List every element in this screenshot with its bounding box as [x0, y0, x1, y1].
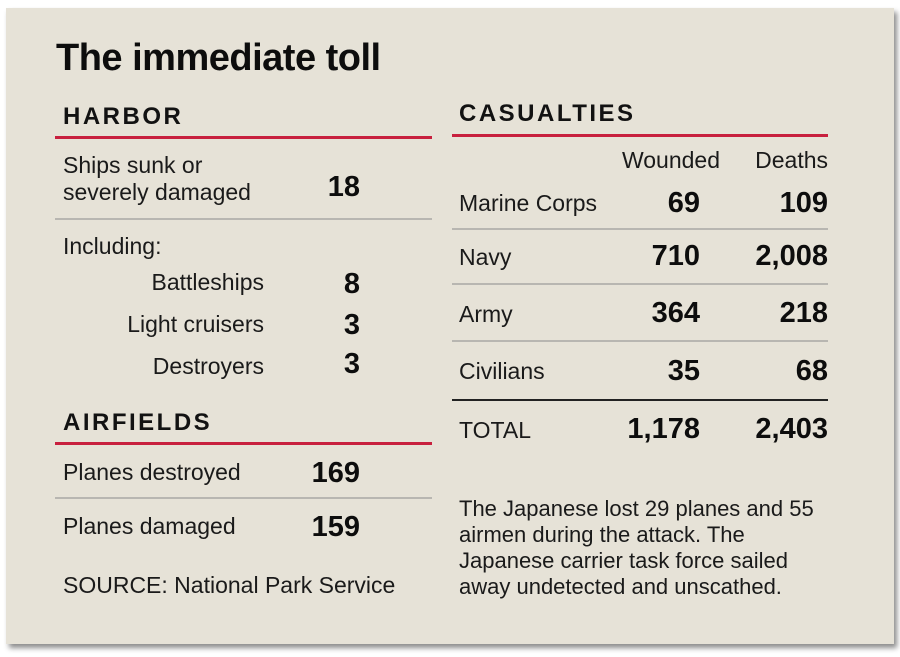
total-wounded: 1,178 [627, 413, 700, 445]
col-deaths-header: Deaths [755, 147, 828, 173]
ships-value: 18 [327, 171, 360, 203]
row-label-total: TOTAL [459, 417, 531, 443]
japanese-losses-note: The Japanese lost 29 planes and 55 airme… [459, 496, 814, 599]
battleships-value: 8 [343, 268, 360, 300]
civilians-wounded: 35 [667, 355, 700, 387]
marine-corps-wounded: 69 [667, 187, 700, 219]
casualties-divider-1 [452, 228, 828, 230]
total-deaths: 2,403 [755, 413, 828, 445]
casualties-heading: CASUALTIES [459, 100, 636, 127]
navy-wounded: 710 [651, 240, 700, 272]
planes-destroyed-value: 169 [311, 457, 360, 489]
airfields-heading: AIRFIELDS [63, 409, 213, 436]
row-label-navy: Navy [459, 244, 512, 270]
airfields-heading-rule [55, 442, 432, 445]
planes-damaged-label: Planes damaged [63, 513, 236, 539]
navy-deaths: 2,008 [755, 240, 828, 272]
page-title: The immediate toll [56, 37, 381, 79]
including-label: Including: [63, 233, 162, 259]
source-note: SOURCE: National Park Service [63, 572, 396, 598]
casualties-divider-3 [452, 340, 828, 342]
row-label-civilians: Civilians [459, 358, 545, 384]
planes-destroyed-label: Planes destroyed [63, 459, 241, 485]
planes-damaged-value: 159 [311, 511, 360, 543]
col-wounded-header: Wounded [621, 147, 720, 173]
airfields-divider [55, 497, 432, 499]
row-label-army: Army [459, 301, 513, 327]
civilians-deaths: 68 [795, 355, 828, 387]
harbor-heading-rule [55, 136, 432, 139]
infographic-card [6, 8, 894, 644]
marine-corps-deaths: 109 [779, 187, 828, 219]
casualties-divider-2 [452, 283, 828, 285]
army-wounded: 364 [651, 297, 700, 329]
harbor-heading: HARBOR [63, 103, 184, 130]
harbor-divider [55, 218, 432, 220]
ships-label-line2: severely damaged [63, 179, 251, 205]
ships-label-line1: Ships sunk or [63, 152, 203, 178]
row-label-marine-corps: Marine Corps [459, 190, 598, 216]
army-deaths: 218 [779, 297, 828, 329]
destroyers-label: Destroyers [152, 353, 264, 379]
destroyers-value: 3 [343, 348, 360, 380]
light-cruisers-label: Light cruisers [127, 311, 264, 337]
light-cruisers-value: 3 [343, 309, 360, 341]
casualties-total-rule [452, 399, 828, 401]
casualties-heading-rule [452, 134, 828, 137]
battleships-label: Battleships [151, 269, 264, 295]
